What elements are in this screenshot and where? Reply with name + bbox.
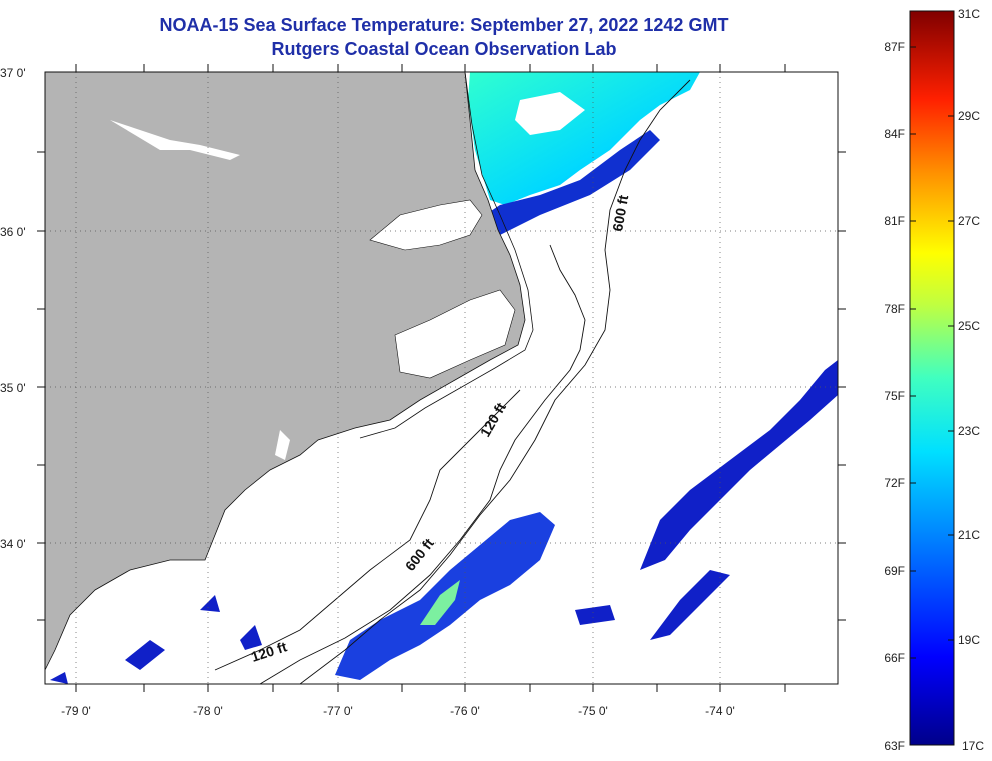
lon-label: -79 0' [61, 704, 91, 718]
inland-lake-2 [275, 430, 290, 460]
legend-c-label: 25C [958, 319, 980, 333]
contour-label-600ft: 600 ft [609, 193, 631, 232]
legend-c-label: 21C [958, 528, 980, 542]
legend-f-label: 63F [884, 739, 905, 753]
cool-water-band-east [640, 360, 838, 570]
grid-lines [45, 72, 838, 684]
warm-filament [420, 580, 460, 625]
cloud-patch [515, 92, 585, 135]
lon-label: -74 0' [705, 704, 735, 718]
legend-f-label: 87F [884, 40, 905, 54]
albemarle-sound [369, 199, 483, 251]
lat-label: 34 0' [0, 537, 26, 551]
lat-label: 36 0' [0, 225, 26, 239]
isobath-120ft-inner [214, 389, 521, 671]
cool-water-band-north [450, 130, 660, 255]
legend-f-label: 72F [884, 476, 905, 490]
legend-c-label: 31C [958, 7, 980, 21]
outer-banks [359, 72, 534, 439]
lat-label: 35 0' [0, 381, 26, 395]
map-subtitle: Rutgers Coastal Ocean Observation Lab [271, 39, 617, 59]
legend-c-label: 29C [958, 109, 980, 123]
isobath-600ft [299, 79, 691, 684]
lon-label: -76 0' [450, 704, 480, 718]
legend-c-label: 17C [962, 739, 984, 753]
lon-label: -78 0' [193, 704, 223, 718]
pamlico-sound [394, 289, 516, 379]
legend-f-label: 81F [884, 214, 905, 228]
legend-f-label: 69F [884, 564, 905, 578]
legend-f-label: 84F [884, 127, 905, 141]
axis-ticks [37, 64, 846, 692]
legend-f-label: 66F [884, 651, 905, 665]
cool-water-patch-se [650, 570, 730, 640]
lat-label: 37 0' [0, 66, 26, 80]
map-frame [44, 71, 839, 685]
inland-lake [110, 120, 240, 160]
map-title: NOAA-15 Sea Surface Temperature: Septemb… [159, 15, 729, 35]
legend-colorbar [909, 10, 955, 746]
lon-label: -75 0' [578, 704, 608, 718]
legend-f-label: 78F [884, 302, 905, 316]
lon-label: -77 0' [323, 704, 353, 718]
legend-c-label: 23C [958, 424, 980, 438]
legend-c-label: 27C [958, 214, 980, 228]
legend-c-label: 19C [958, 633, 980, 647]
isobath-120ft-outer [259, 244, 586, 684]
legend-f-label: 75F [884, 389, 905, 403]
